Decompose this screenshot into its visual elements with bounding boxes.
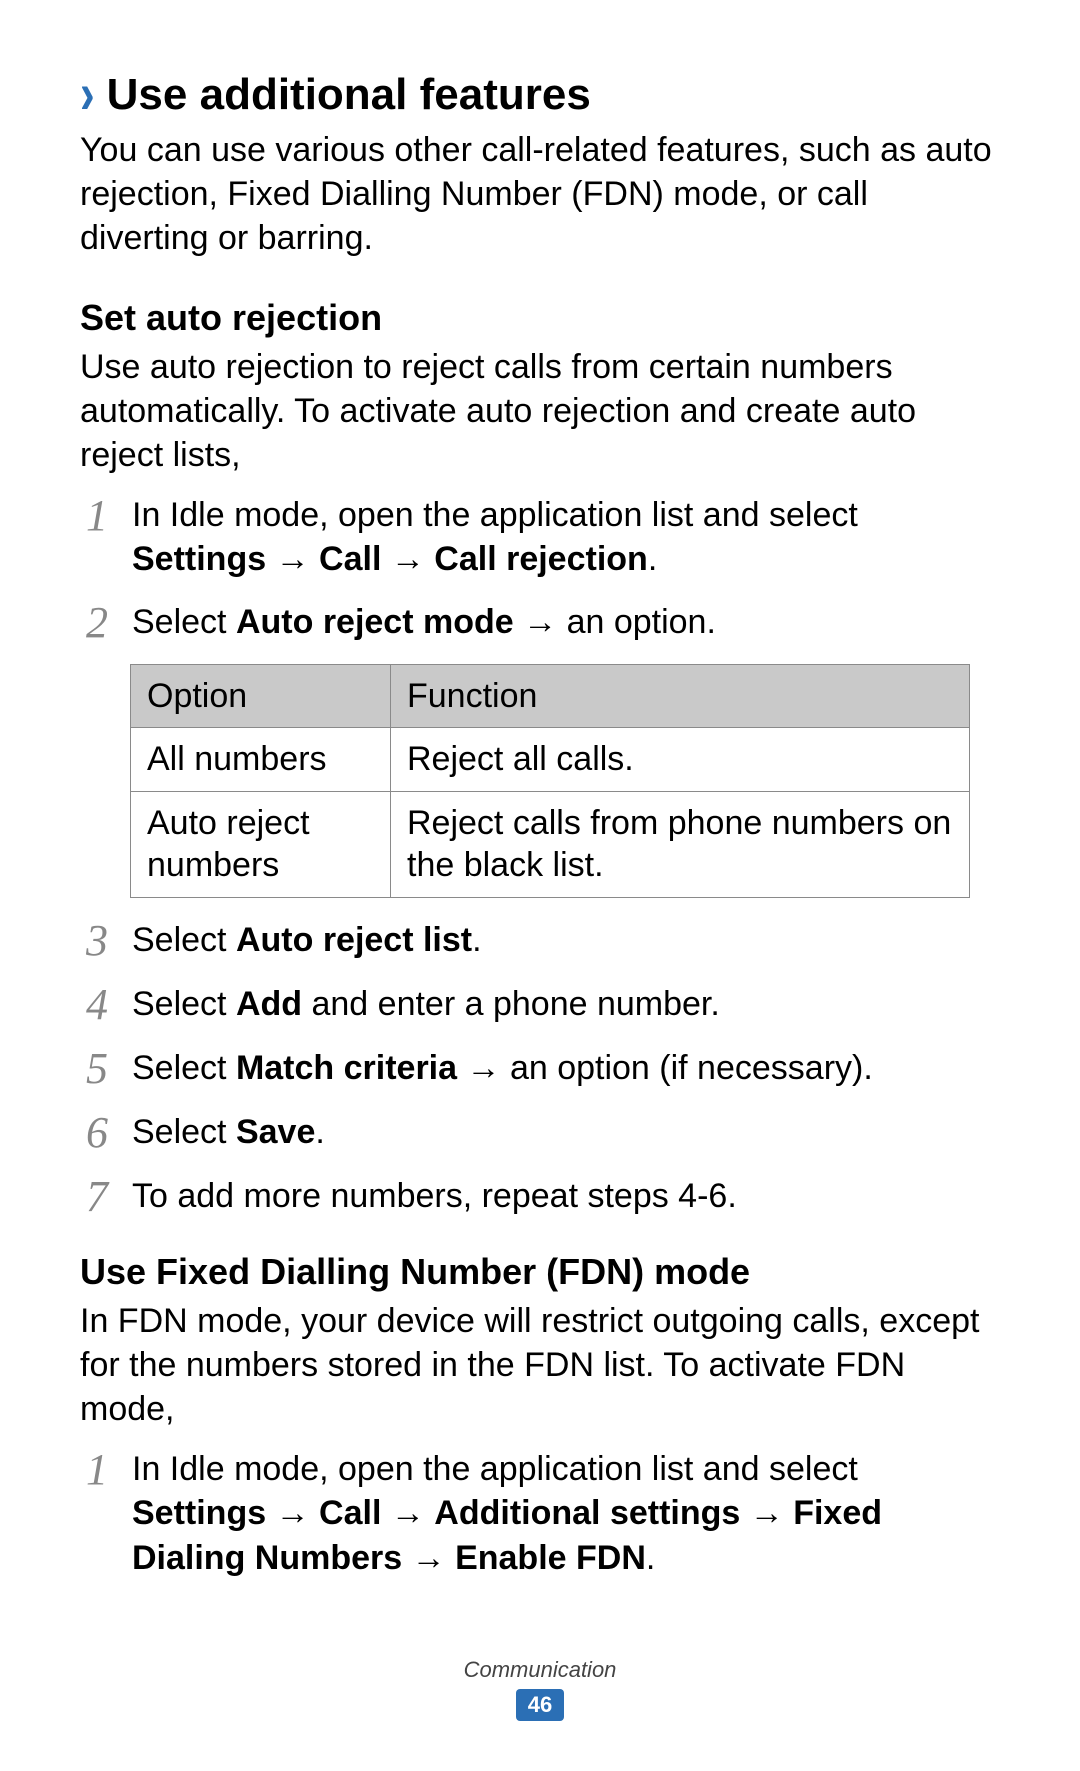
table-row: All numbersReject all calls.: [131, 728, 970, 792]
step-number: 2: [80, 600, 114, 646]
table-cell: Reject calls from phone numbers on the b…: [391, 791, 970, 897]
step-text: Select Auto reject list.: [132, 918, 1000, 962]
fdn-intro: In FDN mode, your device will restrict o…: [80, 1299, 1000, 1432]
step-number: 7: [80, 1174, 114, 1220]
table-cell: Auto reject numbers: [131, 791, 391, 897]
table-header-row: OptionFunction: [131, 664, 970, 728]
section-heading: › Use additional features: [80, 70, 1000, 120]
step-text: Select Auto reject mode → an option.: [132, 600, 1000, 644]
footer-category: Communication: [0, 1657, 1080, 1683]
table-header-cell: Function: [391, 664, 970, 728]
page-number-badge: 46: [516, 1689, 564, 1721]
step-text: Select Save.: [132, 1110, 1000, 1154]
step-item: 2 Select Auto reject mode → an option.: [80, 600, 1000, 646]
step-item: 1 In Idle mode, open the application list…: [80, 1447, 1000, 1580]
step-text: Select Add and enter a phone number.: [132, 982, 1000, 1026]
step-number: 1: [80, 1447, 114, 1493]
chevron-icon: ›: [80, 66, 95, 123]
manual-page: › Use additional features You can use va…: [0, 0, 1080, 1771]
auto-reject-subheading: Set auto rejection: [80, 297, 1000, 339]
step-number: 6: [80, 1110, 114, 1156]
fdn-subheading: Use Fixed Dialling Number (FDN) mode: [80, 1251, 1000, 1293]
step-text: To add more numbers, repeat steps 4-6.: [132, 1174, 1000, 1218]
step-number: 1: [80, 493, 114, 539]
table-body: All numbersReject all calls.Auto reject …: [131, 728, 970, 898]
auto-reject-intro: Use auto rejection to reject calls from …: [80, 345, 1000, 478]
step-item: 5 Select Match criteria → an option (if n…: [80, 1046, 1000, 1092]
step-item: 1 In Idle mode, open the application list…: [80, 493, 1000, 581]
auto-reject-steps-before-table: 1 In Idle mode, open the application list…: [80, 493, 1000, 646]
step-item: 6 Select Save.: [80, 1110, 1000, 1156]
page-footer: Communication 46: [0, 1657, 1080, 1721]
step-text: Select Match criteria → an option (if ne…: [132, 1046, 1000, 1090]
table-cell: Reject all calls.: [391, 728, 970, 792]
step-item: 7 To add more numbers, repeat steps 4-6.: [80, 1174, 1000, 1220]
heading-text: Use additional features: [107, 70, 591, 120]
section-intro: You can use various other call-related f…: [80, 128, 1000, 261]
step-number: 5: [80, 1046, 114, 1092]
table-row: Auto reject numbersReject calls from pho…: [131, 791, 970, 897]
step-text: In Idle mode, open the application list …: [132, 493, 1000, 581]
table-cell: All numbers: [131, 728, 391, 792]
step-text: In Idle mode, open the application list …: [132, 1447, 1000, 1580]
auto-reject-steps-after-table: 3 Select Auto reject list. 4 Select Add and…: [80, 918, 1000, 1221]
step-item: 3 Select Auto reject list.: [80, 918, 1000, 964]
step-item: 4 Select Add and enter a phone number.: [80, 982, 1000, 1028]
step-number: 4: [80, 982, 114, 1028]
step-number: 3: [80, 918, 114, 964]
options-table: OptionFunction All numbersReject all cal…: [130, 664, 970, 898]
table-header-cell: Option: [131, 664, 391, 728]
fdn-steps: 1 In Idle mode, open the application list…: [80, 1447, 1000, 1580]
